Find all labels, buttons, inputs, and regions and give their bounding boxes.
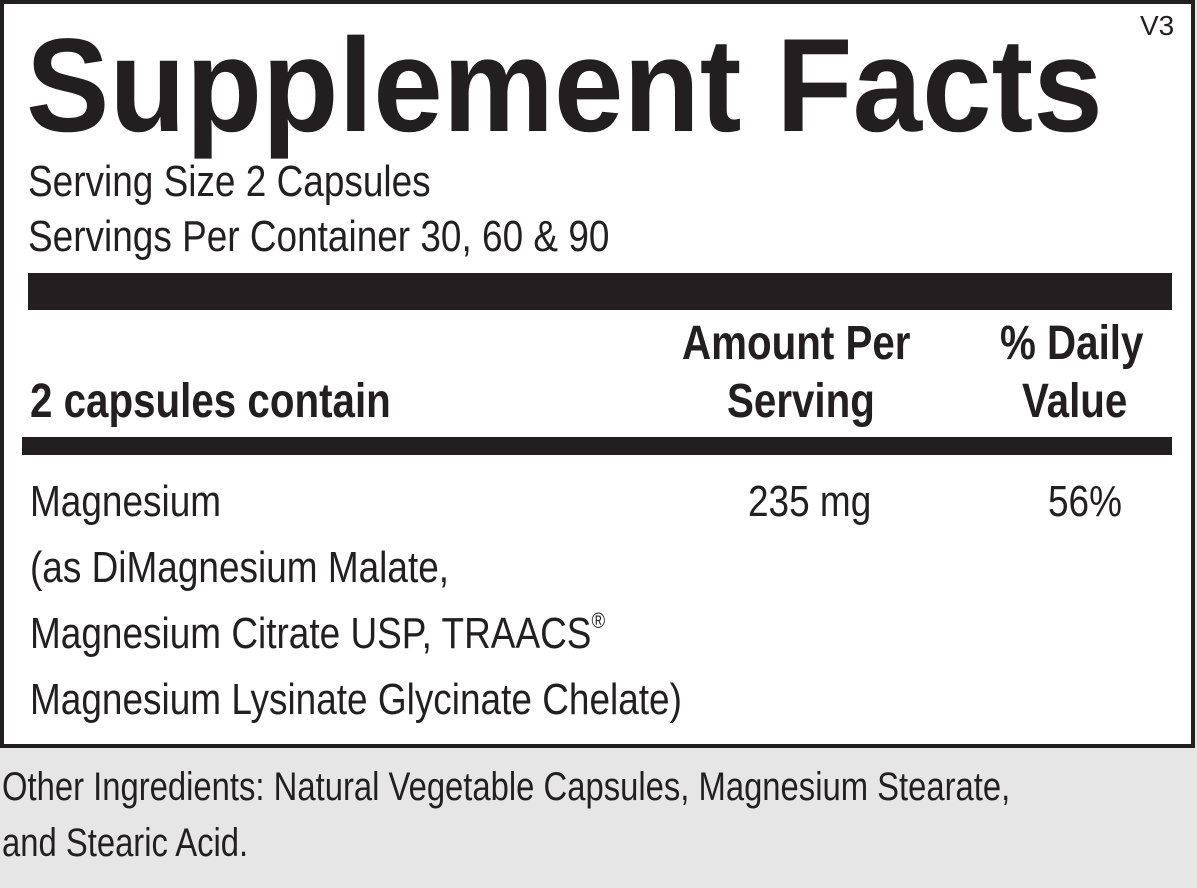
nutrient-amount: 235 mg — [748, 477, 872, 526]
nutrient-detail-line: Magnesium Citrate USP, TRAACS® — [30, 609, 605, 658]
other-ingredients-line2: and Stearic Acid. — [2, 821, 249, 865]
header-dv-line1: % Daily — [1000, 317, 1144, 370]
panel-title: Supplement Facts — [26, 12, 1103, 160]
header-amount-line1: Amount Per — [682, 317, 911, 370]
supplement-facts-panel — [0, 0, 1195, 748]
header-divider — [22, 437, 1172, 455]
header-contain: 2 capsules contain — [30, 375, 391, 428]
registered-mark: ® — [591, 608, 606, 633]
version-label: V3 — [1140, 10, 1175, 41]
servings-per-container: Servings Per Container 30, 60 & 90 — [28, 212, 610, 261]
header-dv-line2: Value — [1022, 375, 1128, 428]
nutrient-detail-line: (as DiMagnesium Malate, — [30, 543, 450, 592]
nutrient-detail-text: Magnesium Citrate USP, TRAACS — [30, 609, 592, 658]
nutrient-name: Magnesium — [30, 477, 222, 526]
serving-size: Serving Size 2 Capsules — [28, 157, 431, 206]
nutrient-daily-value: 56% — [1048, 477, 1122, 526]
header-amount-line2: Serving — [727, 375, 875, 428]
nutrient-detail-line: Magnesium Lysinate Glycinate Chelate) — [30, 675, 682, 724]
thick-divider — [28, 273, 1172, 310]
other-ingredients-line1: Other Ingredients: Natural Vegetable Cap… — [2, 765, 1011, 809]
